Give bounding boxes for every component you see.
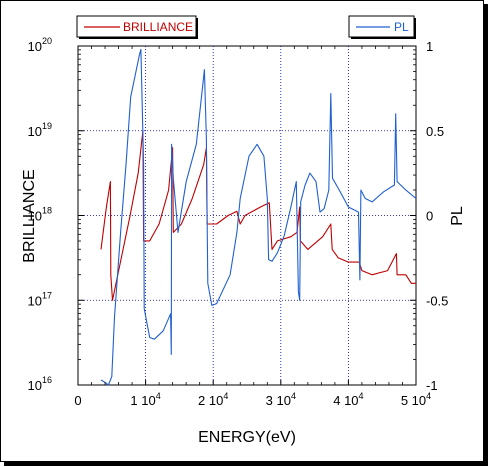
y-left-axis-title: BRILLIANCE <box>21 169 38 262</box>
y-right-axis-title: PL <box>449 206 466 226</box>
x-tick-label: 5 104 <box>401 391 431 408</box>
series-line-pl <box>100 48 417 386</box>
x-axis-title: ENERGY(eV) <box>198 429 296 446</box>
legend-pl-label: PL <box>394 20 409 34</box>
x-tick-label: 1 104 <box>130 391 160 408</box>
legend-pl: PL <box>348 15 416 39</box>
x-tick-label: 0 <box>74 393 81 408</box>
grid-lines <box>78 46 416 385</box>
y-right-tick-label: 0.5 <box>426 124 444 139</box>
legend-brilliance-label: BRILLIANCE <box>123 20 193 34</box>
legend-brilliance: BRILLIANCE <box>76 15 198 39</box>
x-tick-label: 4 104 <box>333 391 363 408</box>
y-right-tick-label: 0 <box>426 209 433 224</box>
x-tick-label: 3 104 <box>266 391 296 408</box>
y-right-tick-label: -0.5 <box>426 293 448 308</box>
x-tick-label: 2 104 <box>198 391 228 408</box>
y-right-tick-label: -1 <box>426 378 438 393</box>
series-lines <box>100 48 417 386</box>
y-right-tick-label: 1 <box>426 39 433 54</box>
